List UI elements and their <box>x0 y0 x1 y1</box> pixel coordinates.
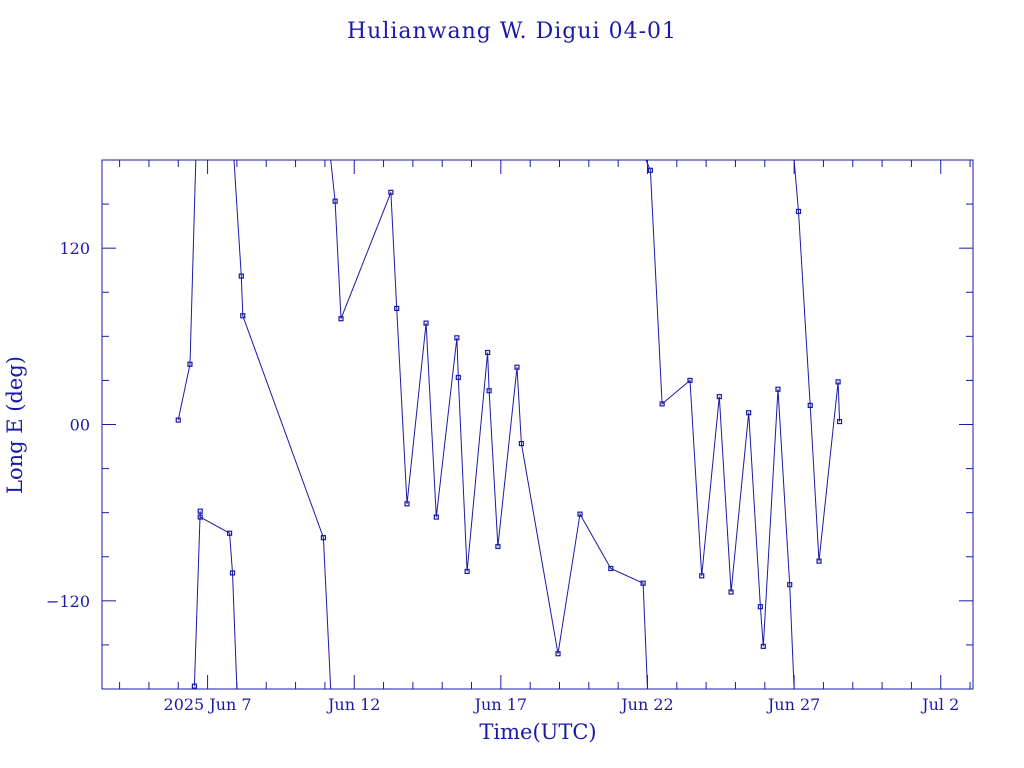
x-tick-label: 2025 Jun 7 <box>164 695 252 714</box>
series-segment <box>330 159 648 690</box>
data-point <box>757 604 763 610</box>
data-point <box>240 313 246 319</box>
data-point <box>238 273 244 279</box>
y-tick-label: −120 <box>46 592 90 611</box>
data-point <box>716 393 722 400</box>
data-point <box>338 316 344 322</box>
data-point <box>175 417 181 423</box>
data-point <box>394 305 400 312</box>
data-point <box>687 377 693 384</box>
x-tick-label: Jul 2 <box>920 695 959 714</box>
data-point <box>795 208 802 215</box>
data-point <box>388 189 394 195</box>
data-point <box>197 508 203 514</box>
series-segment <box>793 159 841 562</box>
data-point <box>191 683 197 689</box>
x-tick-label: Jun 12 <box>326 695 380 714</box>
data-point <box>775 386 781 392</box>
y-tick-label: 120 <box>59 239 90 258</box>
y-tick-label: 00 <box>70 416 90 435</box>
x-tick-label: Jun 22 <box>619 695 673 714</box>
data-point <box>608 565 614 572</box>
data-point <box>485 349 491 356</box>
x-axis-label: Time(UTC) <box>479 720 596 744</box>
series-markers <box>175 167 843 689</box>
data-point <box>464 568 470 575</box>
data-point <box>197 514 203 520</box>
data-point <box>760 643 766 649</box>
data-point <box>320 535 327 541</box>
y-axis-label: Long E (deg) <box>3 356 27 494</box>
y-axis-tick-labels: −120 00 120 <box>46 239 90 611</box>
data-point <box>423 320 429 326</box>
x-axis-tick-labels: 2025 Jun 7 Jun 12 Jun 17 Jun 22 Jun 27 Jul 2 <box>164 695 960 714</box>
data-point <box>495 543 501 550</box>
data-point <box>787 582 793 588</box>
x-axis-ticks <box>119 160 971 689</box>
data-point <box>647 167 654 173</box>
data-point <box>226 530 233 536</box>
data-point <box>454 335 460 341</box>
data-point <box>229 570 236 576</box>
data-point <box>836 418 843 425</box>
series-segment <box>645 159 795 690</box>
data-point <box>187 361 193 367</box>
data-point <box>332 198 338 204</box>
data-point <box>433 514 439 520</box>
data-point <box>404 501 410 507</box>
x-tick-label: Jun 17 <box>473 695 527 714</box>
series-lines <box>177 159 841 690</box>
plot-frame <box>101 159 974 690</box>
data-point <box>640 580 646 586</box>
chart-title: Hulianwang W. Digui 04-01 <box>347 19 677 44</box>
data-point <box>518 441 524 447</box>
data-point <box>555 651 561 657</box>
series-segment <box>193 511 238 690</box>
data-point <box>455 374 461 381</box>
data-point <box>699 573 705 579</box>
x-tick-label: Jun 27 <box>766 695 820 714</box>
data-point <box>659 401 665 407</box>
y-axis-ticks <box>102 159 973 690</box>
data-point <box>835 379 841 385</box>
data-point <box>807 402 813 408</box>
series-segment <box>177 159 197 421</box>
data-point <box>514 364 520 370</box>
data-point <box>816 558 822 564</box>
data-point <box>728 589 734 595</box>
data-point <box>486 388 492 394</box>
series-segment <box>233 159 332 690</box>
data-point <box>577 511 583 517</box>
data-point <box>746 410 752 416</box>
